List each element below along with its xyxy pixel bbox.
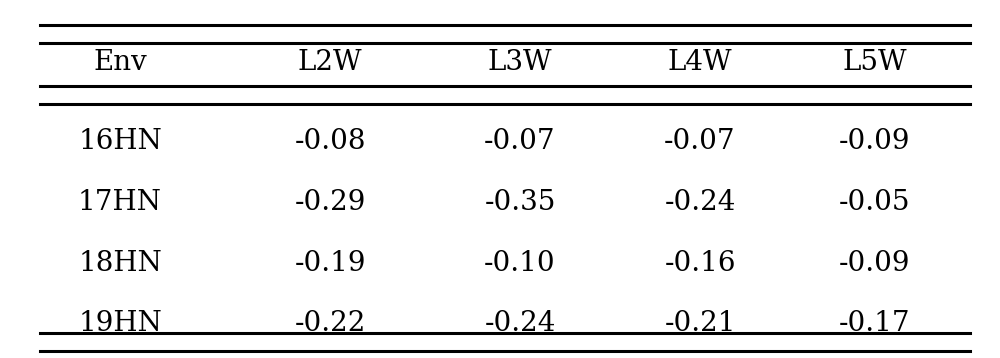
Text: -0.24: -0.24: [664, 189, 736, 216]
Text: -0.07: -0.07: [664, 128, 736, 155]
Text: -0.09: -0.09: [839, 128, 911, 155]
Text: 16HN: 16HN: [78, 128, 162, 155]
Text: -0.29: -0.29: [294, 189, 366, 216]
Text: -0.09: -0.09: [839, 250, 911, 277]
Text: -0.24: -0.24: [484, 310, 556, 338]
Text: -0.22: -0.22: [294, 310, 366, 338]
Text: Env: Env: [93, 49, 147, 76]
Text: -0.19: -0.19: [294, 250, 366, 277]
Text: -0.10: -0.10: [484, 250, 556, 277]
Text: L2W: L2W: [298, 49, 362, 76]
Text: -0.07: -0.07: [484, 128, 556, 155]
Text: -0.21: -0.21: [664, 310, 736, 338]
Text: 18HN: 18HN: [78, 250, 162, 277]
Text: L4W: L4W: [668, 49, 732, 76]
Text: L3W: L3W: [488, 49, 552, 76]
Text: 19HN: 19HN: [78, 310, 162, 338]
Text: L5W: L5W: [843, 49, 907, 76]
Text: 17HN: 17HN: [78, 189, 162, 216]
Text: -0.35: -0.35: [484, 189, 556, 216]
Text: -0.16: -0.16: [664, 250, 736, 277]
Text: -0.05: -0.05: [839, 189, 911, 216]
Text: -0.08: -0.08: [294, 128, 366, 155]
Text: -0.17: -0.17: [839, 310, 911, 338]
